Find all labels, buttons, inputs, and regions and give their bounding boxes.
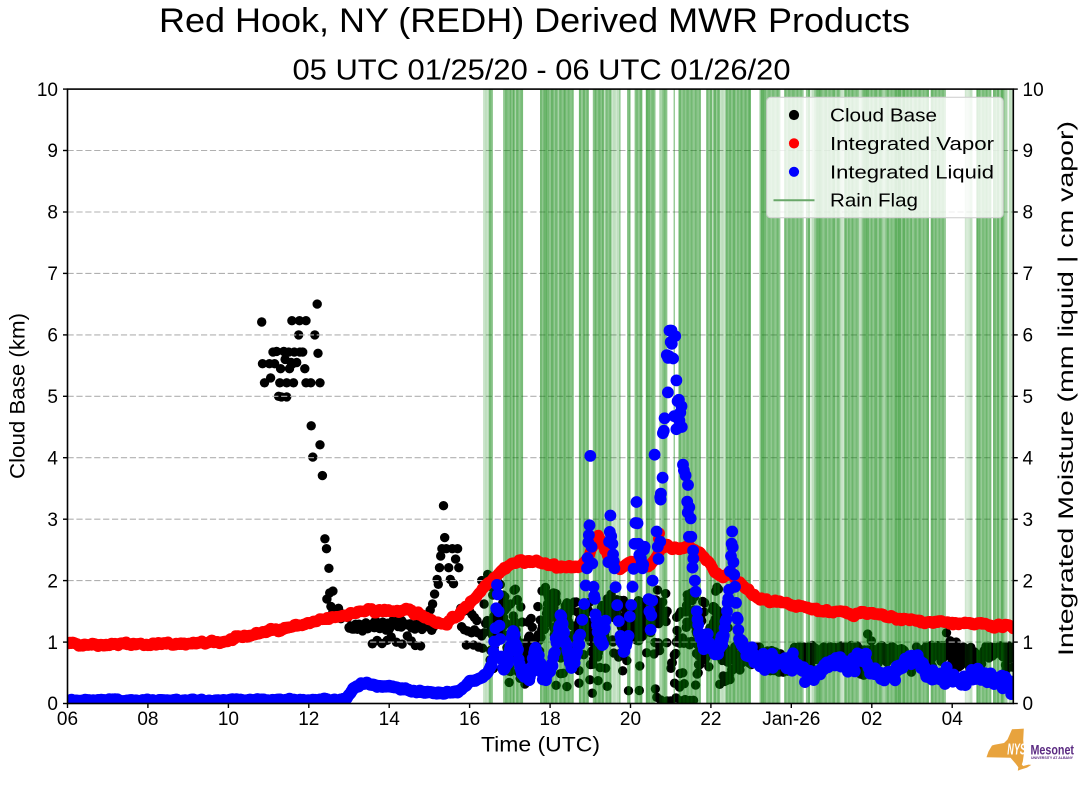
svg-text:7: 7 [47,264,58,285]
svg-text:Cloud Base (km): Cloud Base (km) [7,313,30,479]
svg-text:16: 16 [459,709,480,730]
svg-text:UNIVERSITY AT ALBANY: UNIVERSITY AT ALBANY [1031,755,1073,760]
svg-text:18: 18 [540,709,561,730]
svg-text:2: 2 [47,571,58,592]
svg-text:0: 0 [1023,694,1034,715]
svg-text:12: 12 [298,709,319,730]
svg-text:3: 3 [47,510,58,531]
svg-text:8: 8 [1023,203,1034,224]
svg-text:5: 5 [47,387,58,408]
svg-text:7: 7 [1023,264,1034,285]
svg-text:Jan-26: Jan-26 [762,709,820,730]
svg-text:5: 5 [1023,387,1034,408]
svg-text:06: 06 [57,709,78,730]
svg-text:4: 4 [1023,448,1034,469]
svg-text:Mesonet: Mesonet [1031,742,1075,758]
svg-text:9: 9 [47,141,58,162]
svg-text:Cloud Base: Cloud Base [830,105,937,126]
svg-text:Integrated Moisture (mm liquid: Integrated Moisture (mm liquid | cm vapo… [1055,121,1078,656]
svg-text:10: 10 [1023,80,1044,101]
svg-text:Red Hook, NY (REDH) Derived MW: Red Hook, NY (REDH) Derived MWR Products [159,2,910,40]
svg-text:14: 14 [379,709,401,730]
svg-text:2: 2 [1023,571,1034,592]
svg-text:1: 1 [47,633,58,654]
svg-text:08: 08 [137,709,158,730]
svg-text:05 UTC 01/25/20 - 06 UTC 01/26: 05 UTC 01/25/20 - 06 UTC 01/26/20 [293,55,791,87]
svg-text:6: 6 [1023,326,1034,347]
svg-text:4: 4 [47,448,58,469]
svg-text:Integrated Liquid: Integrated Liquid [830,161,994,182]
svg-text:NYS: NYS [1007,742,1026,759]
svg-text:10: 10 [37,80,58,101]
svg-text:8: 8 [47,203,58,224]
svg-text:Time (UTC): Time (UTC) [481,734,600,757]
svg-text:22: 22 [700,709,721,730]
svg-text:10: 10 [218,709,239,730]
svg-text:3: 3 [1023,510,1034,531]
svg-text:Rain Flag: Rain Flag [830,190,918,211]
svg-text:0: 0 [47,694,58,715]
svg-text:9: 9 [1023,141,1034,162]
svg-text:1: 1 [1023,633,1034,654]
svg-text:20: 20 [620,709,641,730]
svg-text:Integrated Vapor: Integrated Vapor [830,133,994,154]
svg-text:6: 6 [47,326,58,347]
svg-text:02: 02 [861,709,882,730]
svg-text:04: 04 [942,709,964,730]
